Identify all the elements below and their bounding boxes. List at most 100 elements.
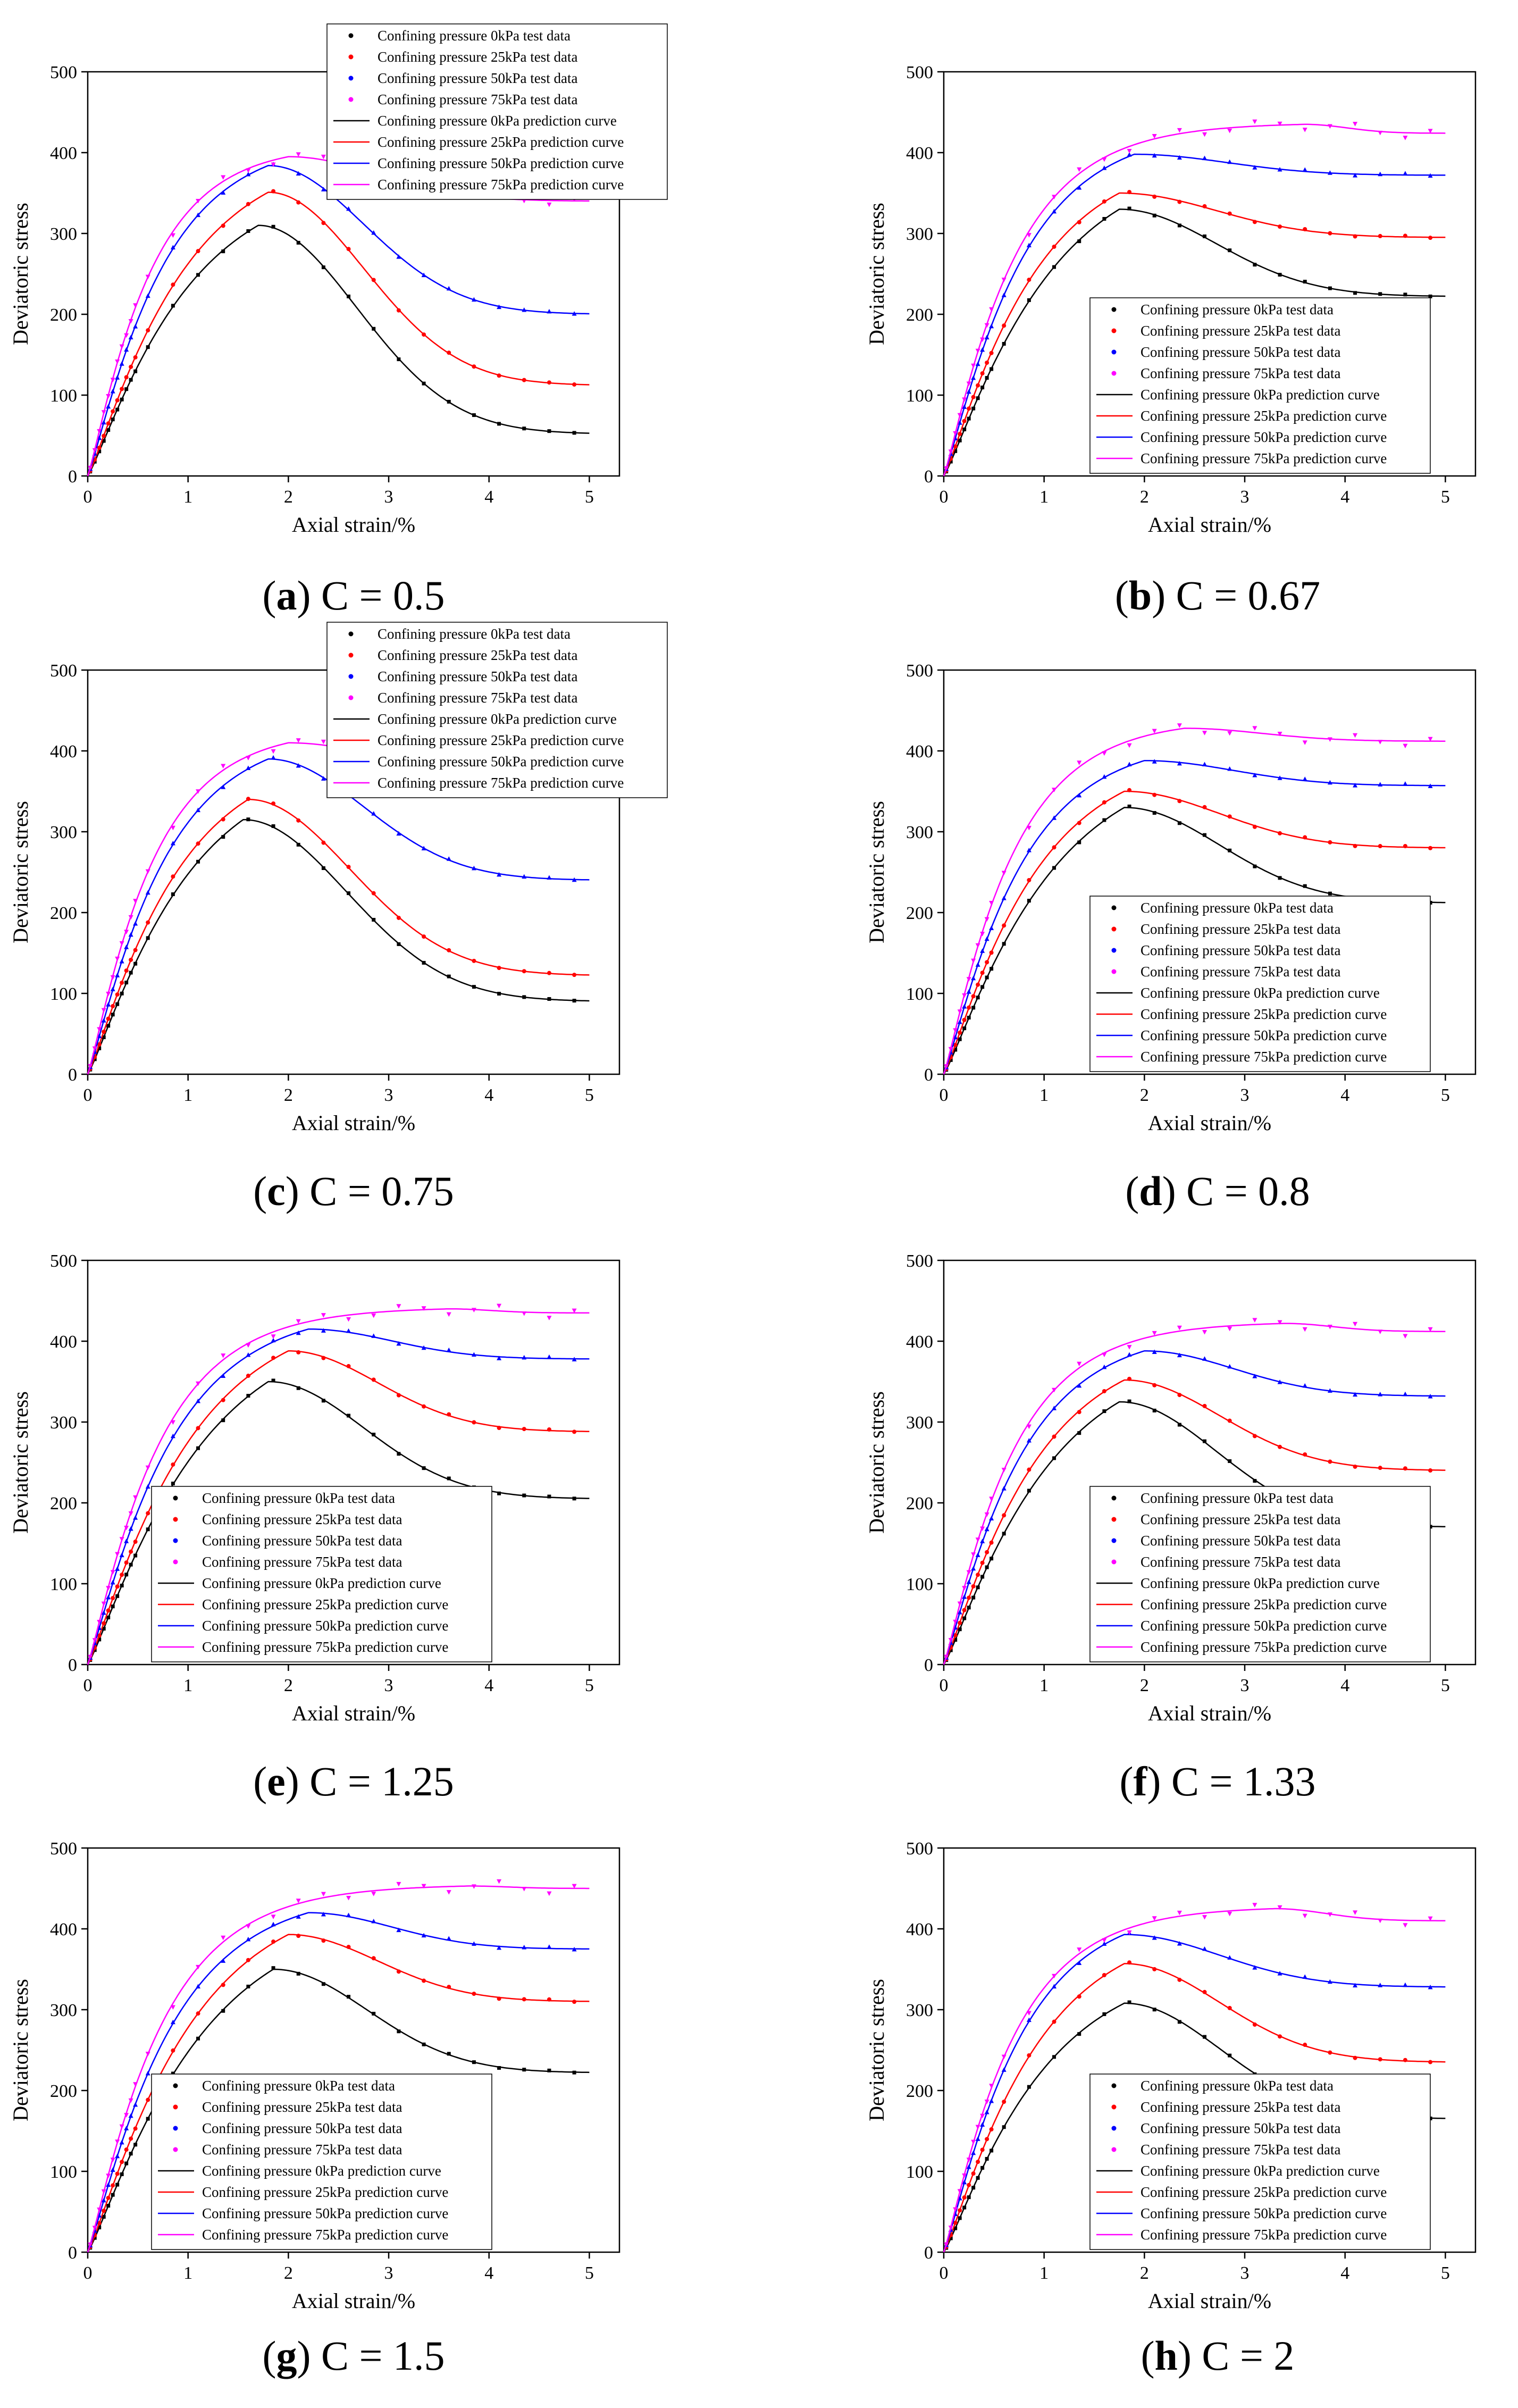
data-point-series-3 xyxy=(101,1601,106,1607)
data-point-series-0 xyxy=(1052,866,1056,870)
data-point-series-1 xyxy=(115,2171,120,2176)
data-point-series-1 xyxy=(1027,877,1031,882)
y-axis-title: Deviatoric stress xyxy=(865,801,888,943)
data-point-series-3 xyxy=(296,1899,301,1903)
data-point-series-0 xyxy=(472,985,476,989)
data-point-series-1 xyxy=(1252,1434,1257,1439)
data-point-series-3 xyxy=(221,1935,226,1941)
data-point-series-1 xyxy=(962,1608,967,1612)
prediction-curve-series-1 xyxy=(87,1934,590,2253)
caption-letter: h xyxy=(1154,2332,1178,2379)
data-point-series-3 xyxy=(1353,122,1358,127)
data-point-series-3 xyxy=(1052,788,1057,792)
data-point-series-1 xyxy=(1403,1466,1407,1471)
data-point-series-1 xyxy=(396,915,401,920)
data-point-series-1 xyxy=(1102,1973,1106,1978)
data-point-series-3 xyxy=(92,2226,97,2230)
data-point-series-2 xyxy=(115,973,120,977)
data-point-series-1 xyxy=(958,1030,962,1035)
legend: Confining pressure 0kPa test data Confini… xyxy=(1089,297,1431,474)
prediction-curve-series-3 xyxy=(87,156,590,476)
y-tick-label: 200 xyxy=(906,904,933,923)
x-tick-label: 0 xyxy=(940,1676,949,1695)
data-point-series-3 xyxy=(1403,743,1408,749)
data-point-series-0 xyxy=(246,1984,250,1988)
legend-label-pred-0: Confining pressure 0kPa prediction curve xyxy=(1140,985,1380,1001)
data-point-series-3 xyxy=(1127,743,1132,748)
data-point-series-3 xyxy=(145,2052,150,2056)
plot-frame xyxy=(943,1847,1477,2253)
data-point-series-3 xyxy=(421,1306,426,1311)
data-point-series-2 xyxy=(106,1594,111,1600)
caption-text: C = 1.33 xyxy=(1161,1758,1316,1804)
data-point-series-3 xyxy=(321,154,326,160)
data-point-series-3 xyxy=(1026,825,1031,831)
data-point-series-1 xyxy=(1378,2057,1382,2062)
data-point-series-3 xyxy=(1403,136,1408,140)
data-point-series-2 xyxy=(962,1594,967,1599)
legend-label-pred-3: Confining pressure 75kPa prediction curv… xyxy=(378,775,624,791)
data-point-series-2 xyxy=(1001,1486,1007,1491)
data-point-series-0 xyxy=(1077,239,1081,244)
x-tick-label: 5 xyxy=(1441,1085,1450,1105)
x-tick-label: 3 xyxy=(384,1085,393,1105)
data-point-series-1 xyxy=(171,282,175,287)
legend-label-pred-2: Confining pressure 50kPa prediction curv… xyxy=(1140,2205,1387,2221)
caption-letter: a xyxy=(276,572,297,618)
x-axis-title: Axial strain/% xyxy=(1148,1111,1271,1135)
data-point-series-3 xyxy=(572,1884,577,1889)
y-tick-label: 400 xyxy=(50,144,77,163)
data-point-series-0 xyxy=(572,431,576,435)
y-tick-label: 0 xyxy=(68,2243,77,2263)
data-point-series-2 xyxy=(1277,1379,1282,1384)
data-point-series-2 xyxy=(106,1002,111,1007)
data-point-series-3 xyxy=(115,1552,120,1557)
data-point-series-2 xyxy=(522,1354,527,1360)
data-point-series-1 xyxy=(572,2000,577,2004)
data-point-series-1 xyxy=(953,1633,958,1637)
data-point-series-3 xyxy=(962,2173,967,2178)
data-point-series-1 xyxy=(1127,1376,1132,1381)
data-point-series-1 xyxy=(447,1412,451,1417)
data-point-series-0 xyxy=(93,2236,97,2240)
data-point-series-0 xyxy=(989,367,994,371)
data-point-series-3 xyxy=(97,2208,102,2212)
data-point-series-0 xyxy=(1027,1489,1031,1493)
data-point-series-2 xyxy=(1127,152,1132,157)
data-point-series-3 xyxy=(966,1570,971,1575)
y-tick-label: 300 xyxy=(50,224,77,244)
data-point-series-3 xyxy=(119,1537,124,1542)
data-point-series-2 xyxy=(1378,1983,1383,1987)
data-point-series-1 xyxy=(106,1608,111,1613)
data-point-series-1 xyxy=(133,1540,138,1544)
data-point-series-0 xyxy=(97,1046,102,1050)
x-axis-title: Axial strain/% xyxy=(292,1111,415,1135)
data-point-series-0 xyxy=(497,992,501,996)
data-point-series-3 xyxy=(128,2098,133,2103)
data-point-series-0 xyxy=(129,378,133,382)
data-point-series-3 xyxy=(1202,1915,1207,1920)
data-point-series-0 xyxy=(962,1616,967,1620)
data-point-series-0 xyxy=(1102,217,1106,221)
data-point-series-0 xyxy=(1152,811,1156,815)
data-point-series-0 xyxy=(422,1466,426,1470)
data-point-series-1 xyxy=(962,419,967,423)
data-point-series-0 xyxy=(967,2195,971,2200)
legend-marker xyxy=(1111,969,1117,974)
data-point-series-3 xyxy=(1327,737,1332,742)
data-point-series-1 xyxy=(971,2171,976,2176)
data-point-series-2 xyxy=(346,1328,351,1333)
data-point-series-2 xyxy=(106,404,111,409)
data-point-series-2 xyxy=(128,335,133,340)
data-point-series-0 xyxy=(572,2070,576,2075)
data-point-series-0 xyxy=(1328,891,1332,896)
prediction-curve-series-2 xyxy=(943,1934,1446,2253)
data-point-series-2 xyxy=(1177,1352,1182,1358)
data-point-series-1 xyxy=(547,971,551,975)
y-tick-label: 300 xyxy=(906,2001,933,2020)
data-point-series-1 xyxy=(1027,2053,1031,2058)
data-point-series-3 xyxy=(133,1495,138,1500)
data-point-series-0 xyxy=(120,991,124,996)
data-point-series-3 xyxy=(246,168,251,173)
data-point-series-0 xyxy=(321,1982,325,1986)
